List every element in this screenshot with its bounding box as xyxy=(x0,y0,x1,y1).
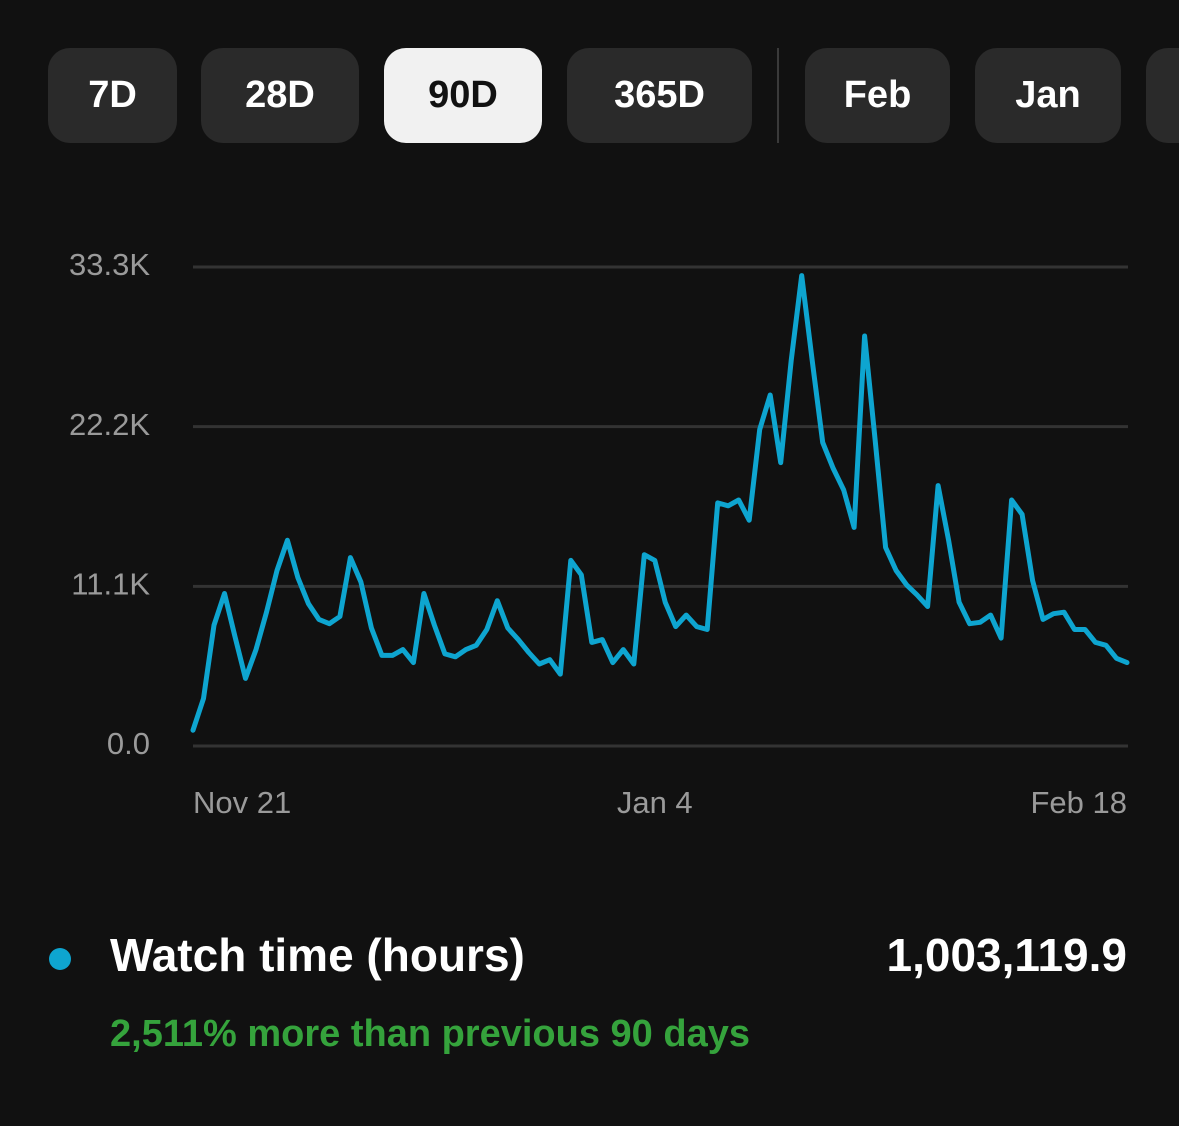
line-series xyxy=(190,273,1130,733)
tab[interactable] xyxy=(384,48,542,143)
tab-label[interactable]: 28D xyxy=(245,74,315,116)
tab-partial[interactable] xyxy=(1146,48,1179,143)
tab[interactable] xyxy=(975,48,1121,143)
tab-label[interactable]: 365D xyxy=(614,74,705,116)
tab[interactable] xyxy=(567,48,752,143)
y-tick-label: 33.3K xyxy=(69,247,150,282)
x-tick-label: Jan 4 xyxy=(617,785,693,820)
tab-label[interactable]: 7D xyxy=(88,74,137,116)
y-tick-label: 0.0 xyxy=(107,726,150,761)
x-tick-label: Feb 18 xyxy=(1030,785,1127,820)
y-tick-label: 22.2K xyxy=(69,407,150,442)
tab-label[interactable]: Feb xyxy=(844,74,912,116)
tab-label[interactable]: Jan xyxy=(1015,74,1080,116)
x-tick-label: Nov 21 xyxy=(193,785,291,820)
legend-label: Watch time (hours) xyxy=(110,929,525,981)
y-tick-label: 11.1K xyxy=(71,567,150,602)
legend-dot xyxy=(49,948,71,970)
total-value: 1,003,119.9 xyxy=(887,929,1127,981)
tab-label[interactable]: 90D xyxy=(428,74,498,116)
tab[interactable] xyxy=(48,48,177,143)
tab[interactable] xyxy=(201,48,359,143)
comparison: 2,511% more than previous 90 days xyxy=(110,1013,750,1055)
tab[interactable] xyxy=(805,48,950,143)
